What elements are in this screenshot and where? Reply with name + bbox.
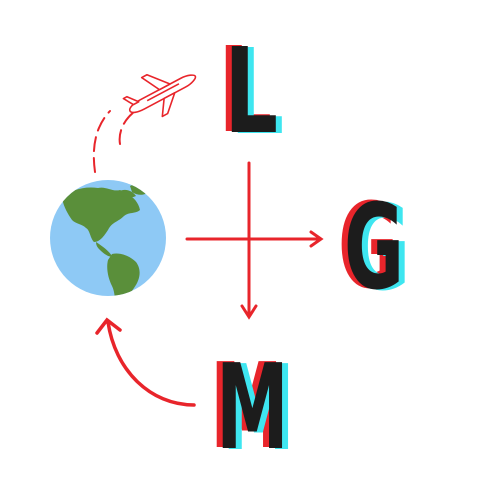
letter-l-main: L [224,24,278,161]
letter-l-cyan-layer: L [230,25,284,162]
letter-l: L L L [218,23,284,162]
letter-g-main: G [344,180,404,317]
cross-arrows [185,161,324,320]
globe-americas-icon [50,180,166,296]
down-arrowhead-icon [240,304,258,320]
letter-m-red-layer: M [210,339,283,476]
letter-l-red-layer: L [218,23,272,160]
letter-g-red-layer: G [338,179,398,316]
return-arrow [95,317,196,407]
letter-m: M M M [210,339,295,478]
flight-trail-line-2 [118,111,135,145]
return-arrowhead-icon [95,317,122,335]
letter-g: G G G [338,179,410,318]
letter-g-cyan-layer: G [350,181,410,318]
flight-trail [92,110,135,173]
letter-m-cyan-layer: M [222,341,295,478]
letter-m-main: M [216,340,289,477]
flight-trail-line-1 [92,110,111,173]
return-arrow-curve [106,320,196,407]
right-arrowhead-icon [309,230,324,248]
airplane-icon [122,73,197,118]
